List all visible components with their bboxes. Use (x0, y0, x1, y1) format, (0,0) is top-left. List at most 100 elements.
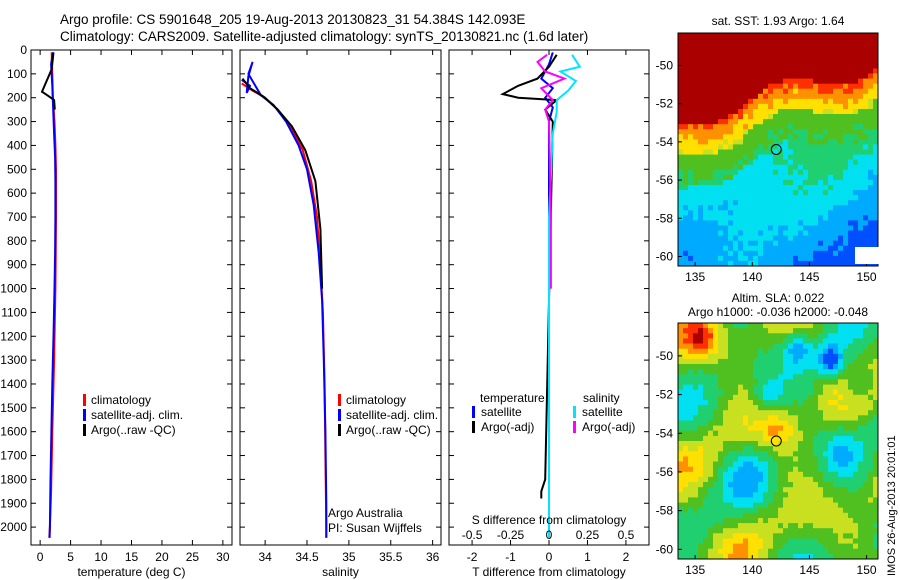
sst-cell (863, 119, 869, 125)
sla-frame (677, 322, 879, 560)
sst-cell (698, 48, 704, 54)
sla-cell (803, 487, 809, 493)
sla-cell (838, 466, 844, 473)
sst-cell (718, 129, 724, 135)
sst-cell (723, 164, 729, 171)
sla-cell (833, 492, 839, 498)
sla-cell (738, 420, 744, 427)
sla-cell (773, 400, 779, 406)
sla-cell (783, 338, 789, 345)
sst-cell (683, 144, 689, 151)
sst-cell (868, 240, 874, 247)
sla-cell (693, 410, 699, 416)
sla-cell (698, 400, 704, 406)
sla-cell (833, 456, 839, 463)
sla-cell (773, 476, 779, 483)
sst-cell (863, 109, 869, 115)
sla-cell (728, 441, 734, 447)
sla-cell (773, 446, 779, 452)
sla-cell (833, 410, 839, 416)
sla-cell (768, 553, 774, 559)
sst-cell (708, 164, 714, 171)
sla-cell (863, 333, 869, 339)
sla-cell (693, 343, 699, 350)
salinity-xtick-label: 34.5 (295, 550, 319, 564)
sst-cell (798, 63, 804, 70)
sla-cell (773, 466, 779, 473)
sst-cell (713, 88, 719, 95)
sst-cell (763, 78, 769, 85)
sst-cell (753, 103, 759, 110)
sla-cell (738, 476, 744, 483)
sla-argo-marker (770, 435, 782, 447)
sst-cell (808, 260, 814, 266)
sla-cell (758, 348, 764, 355)
sla-cell (793, 523, 799, 529)
sst-cell (818, 68, 824, 75)
sst-cell (833, 164, 839, 171)
sla-cell (788, 492, 794, 498)
sla-cell (763, 323, 769, 329)
sst-cell (763, 109, 769, 115)
sla-cell (713, 492, 719, 498)
sla-cell (818, 548, 824, 555)
sst-cell (858, 174, 864, 181)
sla-cell (813, 400, 819, 406)
sla-cell (688, 389, 694, 396)
sla-cell (798, 507, 804, 514)
sst-cell (778, 73, 784, 80)
sst-cell (873, 38, 878, 44)
sla-cell (683, 451, 689, 457)
sla-cell (818, 435, 824, 442)
sla-cell (703, 482, 709, 488)
sst-cell (698, 68, 704, 75)
sst-cell (853, 190, 859, 196)
sla-cell (743, 328, 749, 334)
sla-cell (758, 507, 764, 514)
sst-cell (773, 255, 779, 262)
sla-cell (713, 415, 719, 421)
sst-cell (728, 260, 734, 266)
sst-cell (798, 200, 804, 206)
sst-cell (758, 159, 764, 166)
sst-cell (848, 255, 854, 262)
sla-cell (798, 343, 804, 350)
sla-cell (848, 328, 854, 334)
sst-cell (678, 93, 684, 100)
sla-cell (693, 451, 699, 457)
sla-cell (833, 405, 839, 411)
sla-cell (823, 446, 829, 452)
sla-cell (868, 528, 874, 534)
sst-cell (838, 103, 844, 110)
sla-cell (858, 348, 864, 355)
sst-cell (743, 88, 749, 95)
sst-cell (853, 240, 859, 247)
sst-cell (813, 144, 819, 151)
sla-cell (873, 353, 878, 360)
sla-cell (783, 466, 789, 473)
sst-cell (873, 139, 878, 146)
sst-cell (688, 68, 694, 75)
sla-cell (833, 482, 839, 488)
sst-cell (768, 179, 774, 186)
sla-cell (738, 461, 744, 468)
sst-cell (818, 245, 824, 252)
sst-cell (768, 68, 774, 75)
sla-cell (798, 548, 804, 555)
sst-cell (818, 164, 824, 171)
sla-cell (708, 348, 714, 355)
sst-cell (763, 200, 769, 206)
difference-stick-label: 0.25 (576, 528, 600, 542)
sla-cell (833, 430, 839, 437)
sla-cell (793, 374, 799, 380)
sla-cell (843, 420, 849, 427)
sst-cell (838, 109, 844, 115)
sla-ytick-label: -54 (656, 426, 674, 440)
sla-cell (808, 538, 814, 545)
sst-cell (818, 33, 824, 39)
temperature-xtick-label: 20 (155, 550, 169, 564)
sla-cell (838, 461, 844, 468)
sla-cell (793, 364, 799, 370)
sla-cell (708, 502, 714, 509)
sst-cell (728, 88, 734, 95)
